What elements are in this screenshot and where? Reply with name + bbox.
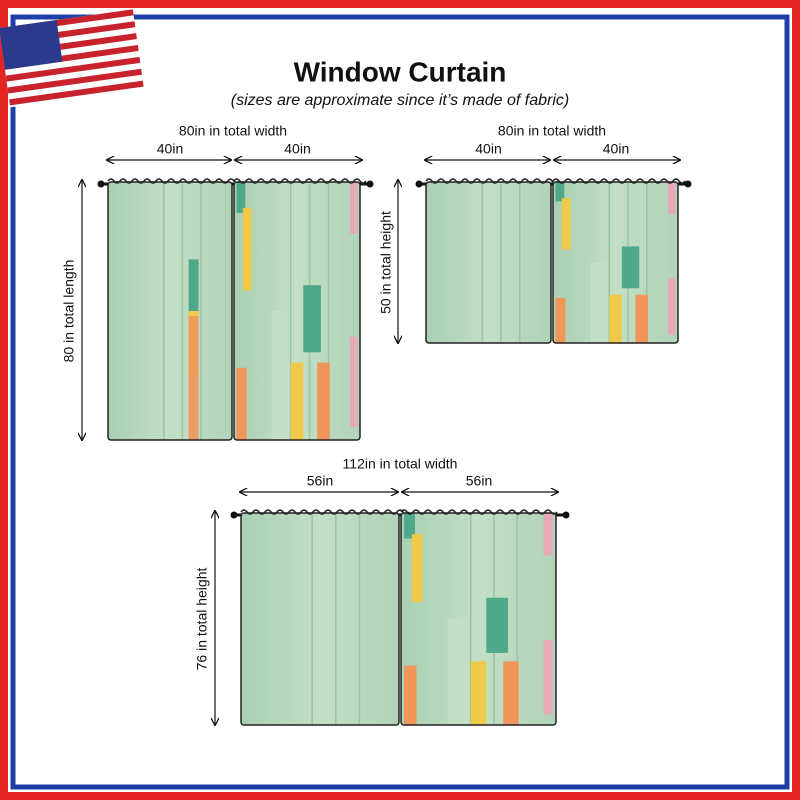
pattern-block (668, 182, 676, 215)
pattern-block (404, 513, 415, 539)
pattern-block (290, 362, 304, 440)
total-width-label: 112in in total width (343, 456, 458, 472)
pattern-block (561, 198, 571, 250)
blue-border (10, 14, 790, 790)
curtain-top (552, 178, 686, 184)
pattern-block (668, 278, 676, 335)
curtain-panels: 80in in total width 40in 40in 80 in total l… (61, 123, 692, 725)
pattern-block (470, 661, 487, 725)
pattern-block (621, 246, 640, 289)
curtain-outline (107, 181, 233, 441)
curtain-panel: 112in in total width 56in 56in 76 in total … (194, 456, 570, 725)
pattern-block (242, 207, 252, 291)
left-width-label: 40in (475, 141, 501, 157)
rod-end (97, 180, 105, 188)
curtain (241, 513, 399, 725)
pattern-block (271, 311, 289, 440)
total-width-label: 80in in total width (498, 123, 606, 139)
height-label: 50 in total height (378, 211, 394, 314)
rod-end (230, 511, 238, 519)
pattern-block (236, 182, 246, 213)
right-width-label: 56in (466, 473, 492, 489)
height-label: 76 in total height (194, 568, 210, 671)
pattern-block (503, 661, 519, 725)
left-width-label: 40in (157, 141, 183, 157)
pattern-block (188, 316, 199, 440)
curtain-panel: 80in in total width 40in 40in 50 in total h… (378, 123, 692, 343)
curtain (108, 182, 232, 440)
right-width-label: 40in (284, 141, 310, 157)
title: Window Curtain (294, 56, 507, 87)
pattern-block (555, 182, 565, 202)
curtain-top (425, 178, 559, 184)
pattern-block (349, 336, 358, 428)
left-width-label: 56in (307, 473, 333, 489)
curtain-top (233, 178, 367, 184)
pattern-block (486, 597, 508, 653)
rod-end (366, 180, 374, 188)
curtain-outline (425, 181, 552, 344)
us-flag (0, 9, 144, 108)
rod-end (684, 180, 692, 188)
curtain (426, 182, 551, 343)
curtain-outline (552, 181, 679, 344)
pattern-block (447, 619, 468, 725)
pattern-block (236, 367, 247, 440)
total-width-label: 80in in total width (179, 123, 287, 139)
pattern-block (349, 182, 358, 234)
pattern-block (543, 640, 553, 715)
height-label: 80 in total length (61, 260, 77, 363)
curtain-top (240, 509, 410, 515)
right-width-label: 40in (603, 141, 629, 157)
pattern-block (303, 285, 321, 353)
pattern-block (404, 665, 417, 725)
pattern-block (590, 262, 607, 343)
pattern-block (555, 297, 566, 343)
pattern-block (543, 513, 553, 556)
subtitle: (sizes are approximate since it’s made o… (231, 92, 570, 109)
curtain-outline (233, 181, 361, 441)
rod-end (415, 180, 423, 188)
curtain-top (107, 178, 241, 184)
rod-end (562, 511, 570, 519)
pattern-block (411, 534, 423, 603)
curtain-panel: 80in in total width 40in 40in 80 in total l… (61, 123, 374, 440)
curtain-top (400, 509, 558, 515)
pattern-block (635, 294, 648, 343)
pattern-block (188, 259, 199, 317)
curtain-outline (400, 512, 557, 726)
pattern-block (317, 362, 330, 440)
pattern-block (609, 294, 622, 343)
